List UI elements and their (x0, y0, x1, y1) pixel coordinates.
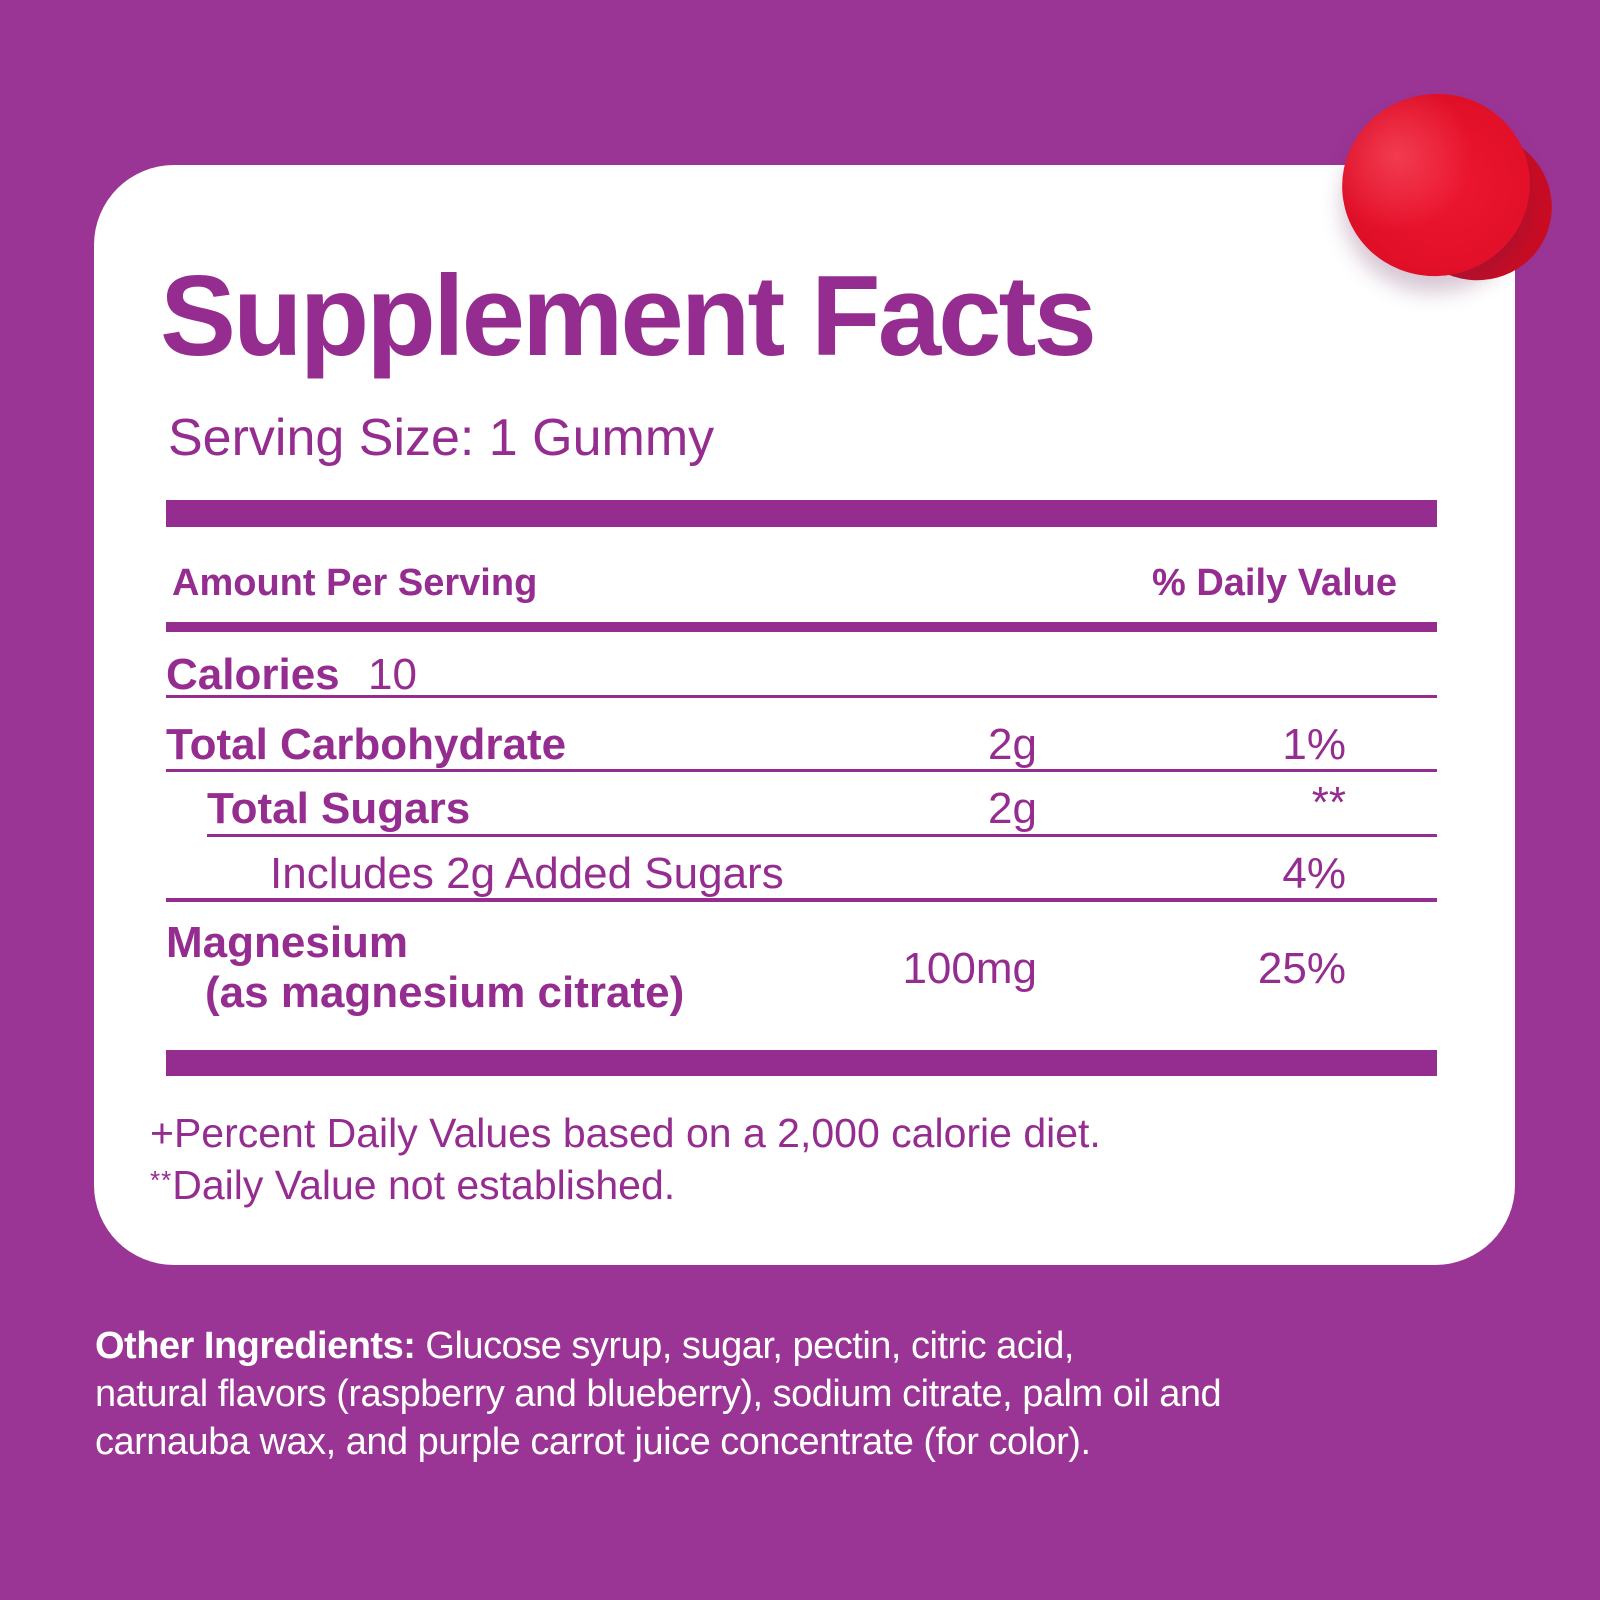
row-added-sugars-dv: 4% (1282, 849, 1346, 898)
row-carbohydrate-label: Total Carbohydrate (166, 720, 567, 769)
row-carbohydrate-amount: 2g (988, 720, 1037, 769)
separator-line-added-sugars (166, 898, 1437, 902)
page-title: Supplement Facts (160, 253, 1097, 380)
column-header-amount-per-serving: Amount Per Serving (172, 562, 538, 604)
other-ingredients-label: Other Ingredients: (95, 1325, 416, 1367)
footnote-daily-values: +Percent Daily Values based on a 2,000 c… (150, 1110, 1101, 1157)
row-magnesium-form: (as magnesium citrate) (205, 968, 685, 1017)
footnote-asterisk-marker: ** (150, 1165, 173, 1195)
other-ingredients-line-3: carnauba wax, and purple carrot juice co… (95, 1421, 1091, 1463)
row-sugars-label: Total Sugars (207, 784, 471, 833)
footnote-not-established: **Daily Value not established. (150, 1162, 675, 1209)
row-magnesium-label: Magnesium (166, 918, 409, 967)
row-sugars-dv: ** (1311, 778, 1346, 827)
row-magnesium-amount: 100mg (902, 944, 1037, 993)
serving-size-text: Serving Size: 1 Gummy (168, 409, 715, 467)
row-calories-value: 10 (368, 650, 417, 699)
row-magnesium-dv: 25% (1257, 944, 1346, 993)
row-carbohydrate-dv: 1% (1282, 720, 1346, 769)
separator-line-calories (166, 695, 1437, 698)
supplement-facts-card (94, 165, 1515, 1265)
divider-bar-bottom (166, 1050, 1437, 1076)
other-ingredients-line-2: natural flavors (raspberry and blueberry… (95, 1373, 1222, 1415)
separator-line-carbohydrate (166, 769, 1437, 772)
red-gummy-image (1325, 76, 1572, 300)
separator-line-sugars (207, 834, 1437, 837)
row-calories-label: Calories (166, 650, 340, 699)
divider-bar-top (166, 500, 1437, 527)
other-ingredients-block: Other Ingredients: Glucose syrup, sugar,… (95, 1322, 1222, 1466)
footnote-daily-values-text: Percent Daily Values based on a 2,000 ca… (173, 1110, 1101, 1156)
other-ingredients-line-1: Other Ingredients: Glucose syrup, sugar,… (95, 1322, 1221, 1370)
other-ingredients-text-1: Glucose syrup, sugar, pectin, citric aci… (415, 1325, 1074, 1367)
footnote-not-established-text: Daily Value not established. (172, 1162, 676, 1208)
column-header-daily-value: % Daily Value (1151, 562, 1397, 604)
row-added-sugars-label: Includes 2g Added Sugars (270, 849, 784, 898)
divider-bar-header (166, 622, 1437, 632)
row-sugars-amount: 2g (988, 784, 1037, 833)
footnote-plus-marker: + (150, 1110, 174, 1156)
